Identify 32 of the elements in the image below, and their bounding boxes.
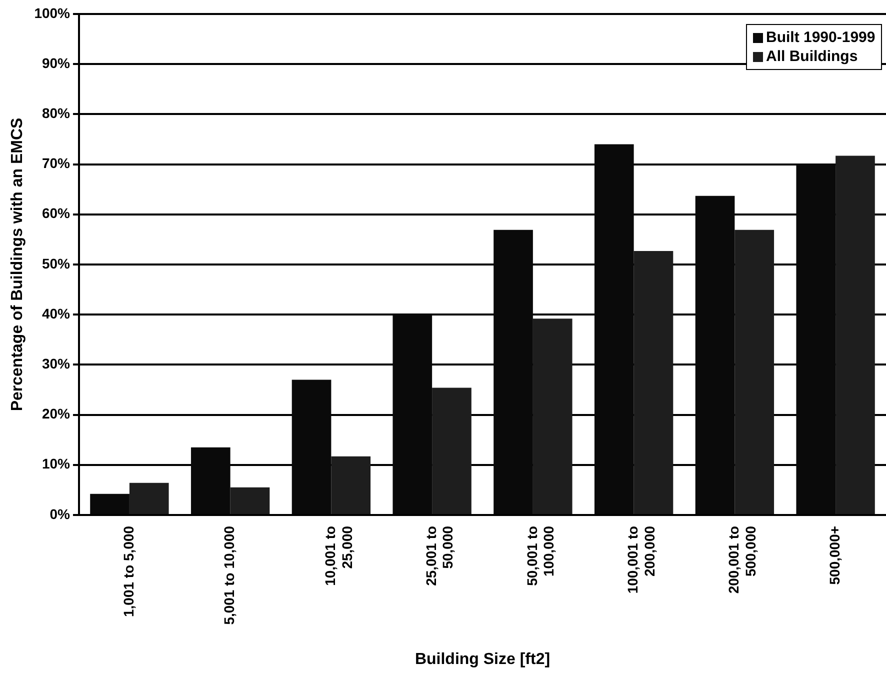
bar bbox=[230, 487, 270, 514]
y-tick-label: 0% bbox=[50, 506, 71, 522]
legend-label: All Buildings bbox=[766, 47, 858, 66]
bar bbox=[836, 156, 875, 514]
y-tick-label: 70% bbox=[42, 155, 71, 172]
y-tick-label: 90% bbox=[42, 54, 71, 71]
x-tick-label: 200,001 to 500,000 bbox=[726, 526, 758, 594]
y-axis-title: Percentage of Buildings with an EMCS bbox=[9, 117, 26, 412]
y-tick-label: 10% bbox=[42, 456, 71, 472]
bar bbox=[432, 388, 472, 514]
x-tick-label: 100,001 to 200,000 bbox=[624, 526, 658, 594]
bar bbox=[90, 494, 130, 514]
y-tick-label: 80% bbox=[42, 105, 71, 122]
y-tick-label: 40% bbox=[42, 305, 71, 322]
x-tick-label: 50,001 to 100,000 bbox=[524, 526, 557, 586]
x-axis-title: Building Size [ft2] bbox=[414, 650, 550, 668]
y-tick-label: 20% bbox=[42, 406, 71, 422]
bar bbox=[634, 250, 674, 514]
x-tick-label: 5,001 to 10,000 bbox=[221, 526, 238, 625]
x-tick-label: 500,000+ bbox=[826, 526, 842, 585]
bar bbox=[331, 456, 371, 514]
y-tick-label: 30% bbox=[42, 356, 71, 372]
y-tick-label: 60% bbox=[42, 205, 71, 222]
x-tick-label: 25,001 to 50,000 bbox=[422, 526, 456, 586]
y-tick-label: 100% bbox=[34, 4, 71, 21]
y-tick-label: 50% bbox=[42, 255, 71, 272]
x-tick-label: 10,001 to 25,000 bbox=[322, 526, 355, 586]
bar bbox=[734, 230, 774, 514]
bar bbox=[129, 482, 169, 514]
legend-label: Built 1990-1999 bbox=[766, 28, 876, 47]
x-tick-label: 1,001 to 5,000 bbox=[120, 526, 136, 618]
bar bbox=[532, 318, 572, 514]
